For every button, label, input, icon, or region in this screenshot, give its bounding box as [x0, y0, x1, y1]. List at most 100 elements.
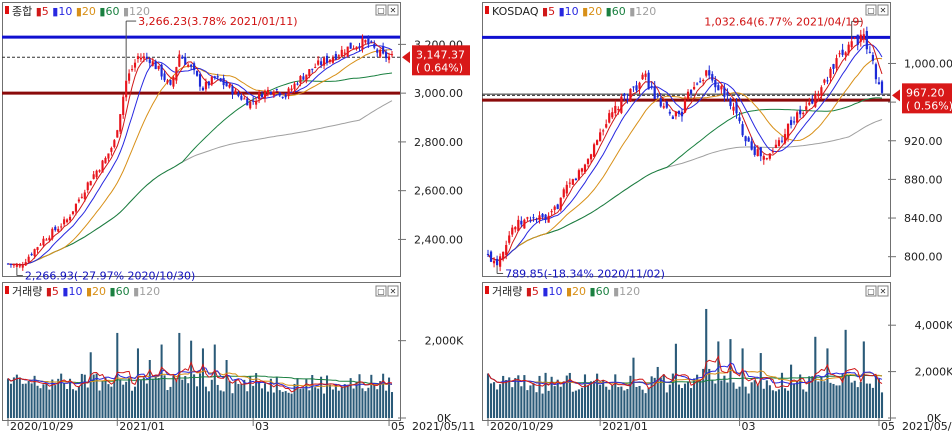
candle-down	[246, 98, 249, 106]
candle-up	[355, 46, 358, 49]
candle-up	[577, 170, 581, 180]
volume-bar	[225, 360, 228, 418]
candle-up	[617, 108, 620, 111]
volume-bar	[151, 378, 154, 418]
volume-bar	[653, 377, 656, 418]
candle-up	[511, 227, 514, 235]
volume-bar	[671, 373, 674, 418]
price-axis-label: 3,000.00	[414, 87, 463, 100]
candle-up	[638, 82, 641, 89]
volume-bar	[659, 377, 662, 418]
candle-down	[373, 44, 376, 48]
volume-bar	[101, 381, 104, 418]
date-axis-label: 2020/10/29	[490, 420, 553, 433]
volume-bar	[305, 379, 308, 418]
volume-bar	[826, 348, 829, 418]
volume-bar	[373, 384, 376, 418]
volume-bar	[505, 379, 508, 418]
current-price-value: 3,147.37	[416, 48, 465, 61]
volume-ma5-line	[487, 355, 883, 390]
candle-down	[626, 99, 629, 101]
candle-up	[18, 265, 21, 267]
candle-down	[529, 220, 532, 222]
price-pane-border	[2, 2, 401, 277]
candle-up	[187, 64, 190, 67]
volume-bar	[805, 391, 808, 418]
candle-up	[175, 67, 178, 81]
volume-bar	[647, 387, 650, 418]
volume-bar	[228, 380, 231, 418]
close-button[interactable]	[387, 4, 399, 16]
volume-bar	[523, 375, 526, 418]
candle-up	[136, 56, 140, 59]
candle-down	[520, 220, 523, 225]
volume-bar	[60, 373, 63, 418]
maximize-button[interactable]	[865, 4, 877, 16]
candle-up	[499, 256, 502, 267]
volume-bar	[493, 382, 496, 418]
volume-bar	[844, 329, 847, 418]
volume-bar	[370, 374, 373, 418]
candle-down	[665, 101, 668, 108]
candle-up	[568, 182, 571, 184]
candle-down	[193, 63, 196, 71]
volume-bar	[714, 383, 717, 418]
volume-bar	[266, 391, 269, 418]
current-price-arrow-icon	[402, 51, 410, 64]
volume-bar	[623, 390, 626, 418]
candle-up	[823, 79, 826, 83]
candle-down	[635, 85, 638, 91]
maximize-button[interactable]	[375, 4, 387, 16]
volume-bar	[802, 389, 805, 418]
candle-down	[225, 82, 228, 87]
volume-bar	[116, 332, 119, 418]
volume-bar	[207, 391, 210, 418]
candle-up	[116, 130, 119, 138]
volume-bar	[302, 388, 305, 418]
candle-up	[255, 100, 258, 105]
volume-bar	[514, 378, 517, 418]
candle-down	[880, 81, 884, 93]
price-legend: KOSDAQ ▮5 ▮10 ▮20 ▮60 ▮120	[492, 5, 656, 18]
volume-bar	[166, 390, 169, 418]
volume-bar	[77, 386, 80, 418]
high-annotation: 1,032.64(6.77% 2021/04/19)	[704, 15, 863, 28]
volume-maximize-button[interactable]	[865, 285, 877, 297]
candle-up	[139, 57, 142, 60]
candle-down	[320, 61, 323, 65]
volume-bar	[559, 386, 562, 418]
volume-bar	[184, 376, 187, 418]
volume-bar	[517, 375, 520, 418]
candle-up	[80, 196, 83, 198]
price-axis-label: 880.00	[904, 173, 943, 186]
candle-down	[832, 64, 835, 69]
volume-close-button[interactable]	[387, 285, 399, 297]
candle-up	[608, 113, 611, 123]
volume-bar	[608, 389, 611, 418]
volume-bar	[641, 389, 644, 418]
price-legend: 종합 ▮5 ▮10 ▮20 ▮60 ▮120	[12, 5, 150, 18]
date-axis-label: 2020/10/29	[10, 420, 73, 433]
volume-bar	[258, 381, 261, 418]
candle-up	[526, 217, 529, 219]
candle-down	[532, 217, 535, 219]
volume-bar	[768, 385, 771, 418]
volume-close-button[interactable]	[877, 285, 889, 297]
candle-up	[272, 92, 275, 96]
volume-bar	[175, 379, 178, 418]
volume-bar	[104, 377, 107, 418]
low-annotation: 2,266.93(-27.97% 2020/10/30)	[25, 270, 195, 283]
volume-maximize-button[interactable]	[375, 285, 387, 297]
candle-up	[508, 235, 511, 243]
price-axis-label: 2,600.00	[414, 185, 463, 198]
volume-bar	[39, 388, 42, 418]
candle-down	[190, 64, 193, 67]
candle-down	[358, 46, 361, 48]
candle-up	[322, 58, 326, 66]
volume-bar	[702, 368, 705, 418]
candle-up	[847, 44, 850, 54]
candle-up	[337, 55, 340, 57]
volume-bar	[388, 377, 391, 418]
candle-up	[571, 179, 574, 185]
close-button[interactable]	[877, 4, 889, 16]
